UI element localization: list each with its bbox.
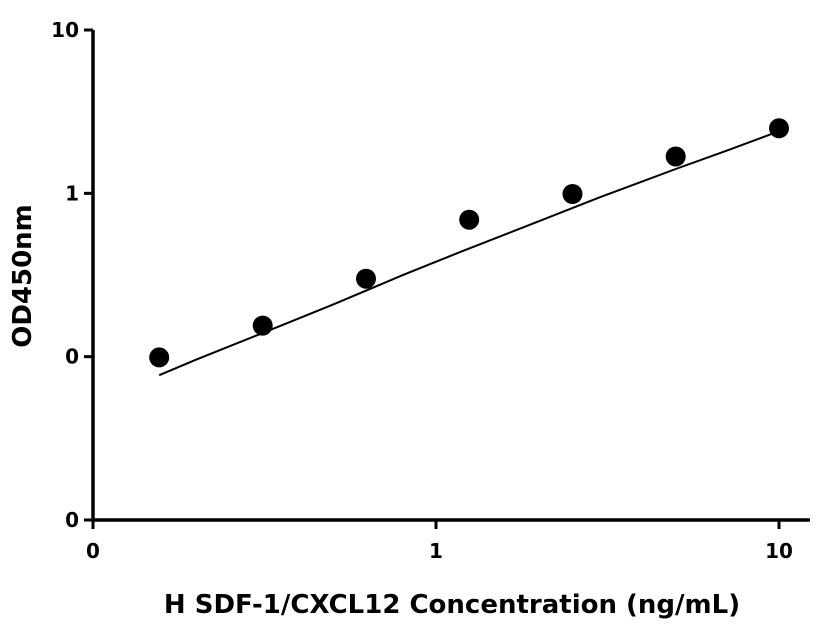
y-tick-label: 0: [65, 508, 79, 532]
data-point: [356, 268, 376, 289]
data-point: [665, 146, 686, 167]
y-tick-label: 1: [65, 181, 79, 205]
data-point: [769, 118, 789, 139]
y-tick-label: 10: [51, 18, 79, 42]
x-tick-label: 1: [429, 539, 443, 563]
y-tick-label: 0: [65, 345, 79, 369]
plot-area: [149, 118, 789, 377]
data-point: [459, 209, 480, 230]
data-point: [562, 184, 583, 204]
x-axis-title: H SDF-1/CXCL12 Concentration (ng/mL): [164, 590, 740, 620]
data-point: [252, 315, 273, 336]
x-tick-label: 0: [86, 539, 100, 563]
axes: [91, 30, 810, 522]
fit-curve: [158, 130, 780, 377]
data-point: [149, 347, 170, 368]
y-axis-title: OD450nm: [8, 204, 38, 348]
x-tick-label: 10: [765, 539, 793, 563]
